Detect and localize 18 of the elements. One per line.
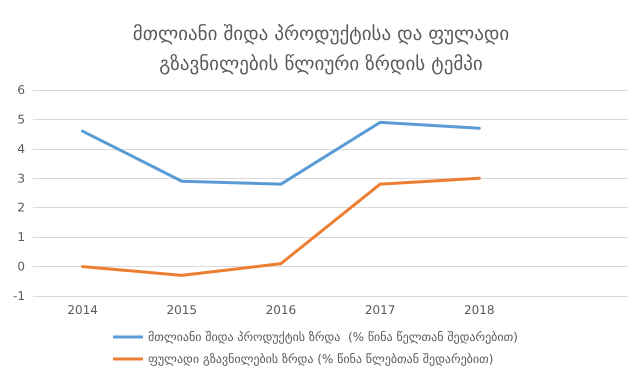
chart-title: მთლიანი შიდა პროდუქტისა და ფულადი გზავნილების წლიური ზრდის ტემპი (132, 23, 510, 75)
x-tick-label: 2014 (67, 303, 98, 317)
y-tick-label: 1 (17, 230, 25, 244)
x-tick-label: 2018 (464, 303, 495, 317)
y-tick-label: 4 (17, 142, 25, 156)
y-tick-label: -1 (13, 289, 25, 303)
y-tick-label: 3 (17, 171, 25, 186)
x-tick-label: 2016 (266, 303, 296, 317)
x-tick-label: 2015 (166, 303, 198, 317)
line-series (81, 176, 481, 277)
y-tick-label: 2 (17, 200, 25, 215)
legend-label: ფულადი გზავნილების ზრდა (% წინა წლებთან შედარებით) (148, 352, 494, 366)
y-tick-label: 5 (17, 112, 25, 126)
legend-label: მთლიანი შიდა პროდუქტის ზრდა (% წინა წელთან შედარებით) (148, 330, 518, 344)
y-tick-label: 0 (17, 260, 25, 274)
line-series (81, 120, 481, 186)
y-tick-label: 6 (17, 83, 25, 97)
x-tick-label: 2017 (364, 303, 396, 317)
